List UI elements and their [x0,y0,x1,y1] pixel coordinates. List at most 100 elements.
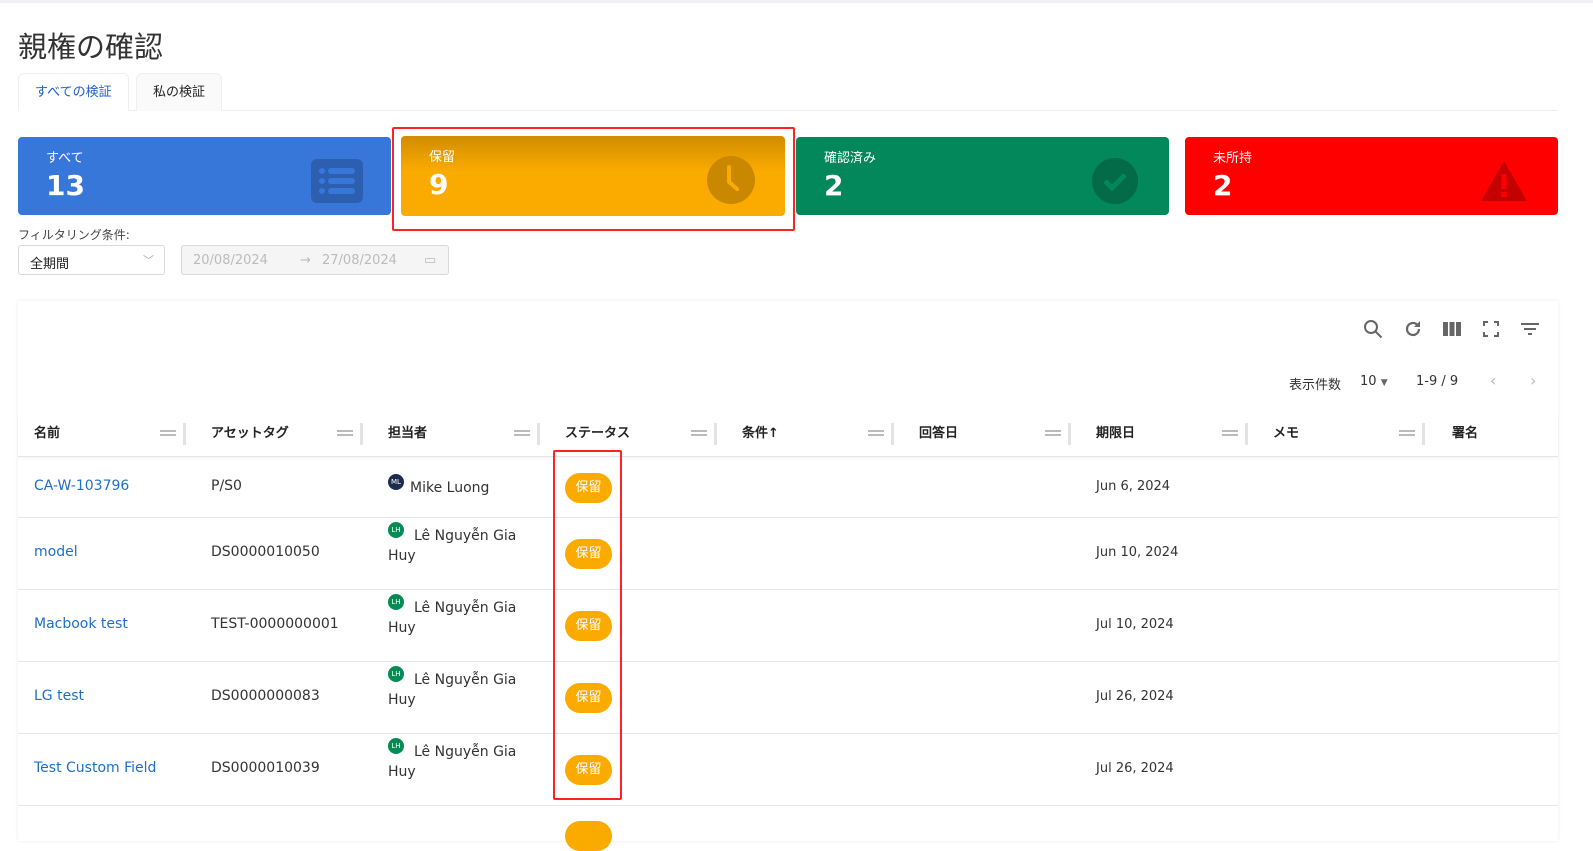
card-count: 2 [824,169,844,202]
tabs: すべての検証 私の検証 [18,73,1558,111]
column-header[interactable]: 名前 [34,426,61,441]
asset-name-link[interactable]: model [34,544,78,560]
status-badge: 保留 [565,755,612,785]
drag-handle-icon[interactable] [691,430,707,436]
asset-name-link[interactable]: LG test [34,688,84,704]
column-header[interactable]: 期限日 [1096,426,1136,441]
page-size-select[interactable]: 10 ▼ [1360,374,1388,389]
asset-tag: P/S0 [211,477,242,494]
next-page-icon[interactable]: › [1530,371,1537,390]
column-resizer[interactable] [1245,423,1248,445]
drag-handle-icon[interactable] [337,430,353,436]
column-header[interactable]: 担当者 [388,426,428,441]
avatar: ML [388,473,404,490]
drag-handle-icon[interactable] [868,430,884,436]
drag-handle-icon[interactable] [514,430,530,436]
card-confirmed[interactable]: 確認済み 2 [796,137,1169,215]
due-date: Jul 26, 2024 [1096,689,1174,704]
asset-name-link[interactable]: Test Custom Field [34,760,157,776]
column-header[interactable]: メモ [1273,426,1300,441]
column-resizer[interactable] [360,423,363,445]
card-count: 13 [46,169,85,202]
column-header[interactable]: 署名 [1452,426,1479,441]
column-resizer[interactable] [1068,423,1071,445]
column-resizer[interactable] [537,423,540,445]
filter-label: フィルタリング条件: [18,228,130,242]
period-select[interactable]: 全期間 ﹀ [18,245,165,275]
top-divider [0,0,1593,3]
drag-handle-icon[interactable] [1222,430,1238,436]
avatar: LH [388,738,404,754]
card-label: 保留 [429,150,456,165]
list-icon [311,159,363,203]
asset-tag: DS0000010050 [211,544,320,560]
assignee-name: Mike Luong [410,479,490,496]
card-pending[interactable]: 保留 9 [401,136,785,216]
refresh-icon[interactable] [1403,319,1425,341]
prev-page-icon[interactable]: ‹ [1490,371,1497,390]
column-header[interactable]: 条件↑ [742,426,779,441]
column-resizer[interactable] [714,423,717,445]
tab-my-verifications[interactable]: 私の検証 [136,73,223,111]
fullscreen-icon[interactable] [1481,319,1503,341]
date-range-picker[interactable]: 20/08/2024 → 27/08/2024 ▭ [181,245,449,275]
page-size-label: 表示件数 [1289,378,1342,393]
asset-tag: DS0000010039 [211,760,320,776]
card-label: すべて [46,151,84,166]
search-icon[interactable] [1363,319,1385,341]
card-count: 2 [1213,169,1233,202]
clock-icon [705,156,757,204]
assignee: ML Mike Luong [388,473,528,498]
card-all[interactable]: すべて 13 [18,137,391,215]
drag-handle-icon[interactable] [160,430,176,436]
status-badge: 保留 [565,683,612,713]
due-date: Jul 10, 2024 [1096,617,1174,632]
asset-name-link[interactable]: CA-W-103796 [34,477,130,494]
period-value: 全期間 [30,257,70,272]
end-date[interactable]: 27/08/2024 [322,253,397,268]
asset-name-link[interactable]: Macbook test [34,616,128,632]
page-title: 親権の確認 [18,30,164,64]
status-badge: 保留 [565,472,612,503]
column-header[interactable]: 回答日 [919,426,959,441]
highlight-box [553,450,622,800]
table-panel: 表示件数 10 ▼ 1-9 / 9 ‹ › 名前 アセットタグ 担当者 ステータス 条件… [18,301,1558,851]
table-row: Test Custom Field DS0000010039 LH Lê Nguy… [18,734,1558,806]
column-resizer[interactable] [891,423,894,445]
assignee: LH Lê Nguyễn Gia Huy [388,666,528,710]
caret-down-icon: ▼ [1380,378,1388,388]
start-date[interactable]: 20/08/2024 [193,253,268,268]
column-resizer[interactable] [183,423,186,445]
highlight-box [392,127,795,231]
card-label: 確認済み [824,151,877,166]
asset-tag: DS0000000083 [211,688,320,704]
assignee-name: Lê Nguyễn Gia Huy [388,744,517,780]
calendar-icon: ▭ [424,253,437,268]
filter-icon[interactable] [1520,319,1542,341]
due-date: Jun 6, 2024 [1096,478,1171,494]
card-missing[interactable]: 未所持 2 [1185,137,1558,215]
tab-all-verifications[interactable]: すべての検証 [18,73,129,111]
columns-icon[interactable] [1442,319,1464,341]
page-range: 1-9 / 9 [1416,374,1459,389]
table-header: 名前 アセットタグ 担当者 ステータス 条件↑ 回答日 期限日 メモ 署名 [18,413,1558,457]
column-header[interactable]: ステータス [565,426,631,441]
status-badge-partial [565,821,612,851]
table-row: CA-W-103796 P/S0 ML Mike Luong 保留 Jun 6, … [18,457,1558,518]
check-circle-icon [1089,158,1141,204]
avatar: LH [388,666,404,682]
assignee: LH Lê Nguyễn Gia Huy [388,738,528,782]
assignee: LH Lê Nguyễn Gia Huy [388,522,528,566]
due-date: Jun 10, 2024 [1096,545,1179,560]
table-row: Macbook test TEST-0000000001 LH Lê Nguyễn… [18,590,1558,662]
drag-handle-icon[interactable] [1045,430,1061,436]
page-size-value: 10 [1360,374,1377,389]
avatar: LH [388,522,404,538]
drag-handle-icon[interactable] [1399,430,1415,436]
warning-icon [1478,159,1530,203]
column-header[interactable]: アセットタグ [211,426,289,441]
table-row: model DS0000010050 LH Lê Nguyễn Gia Huy 保… [18,518,1558,590]
column-resizer[interactable] [1422,423,1425,445]
status-badge: 保留 [565,611,612,641]
avatar: LH [388,594,404,610]
